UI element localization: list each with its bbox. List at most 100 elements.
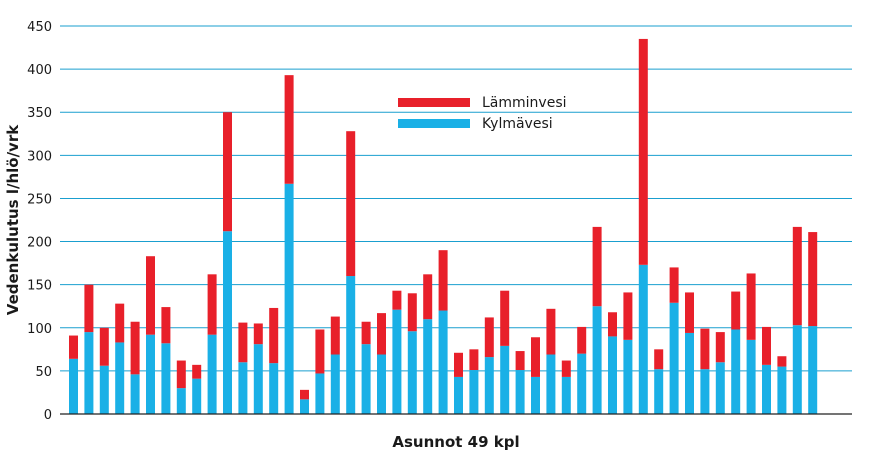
bar-kylmavesi (99, 365, 109, 414)
bar-lamminvesi (469, 349, 479, 371)
bar-kylmavesi (623, 339, 633, 414)
bar-kylmavesi (392, 309, 402, 414)
bar-lamminvesi (115, 303, 125, 343)
bar-lamminvesi (700, 328, 710, 370)
y-axis-ticks: 0 50 100 150 200 250 300 350 400 450 (27, 20, 52, 423)
bar-kylmavesi (592, 306, 602, 414)
bar-kylmavesi (469, 370, 479, 414)
bar-kylmavesi (638, 264, 648, 414)
bar-kylmavesi (269, 363, 279, 414)
bar-lamminvesi (515, 351, 525, 371)
bar-lamminvesi (377, 313, 386, 355)
bar-lamminvesi (223, 112, 232, 232)
bar-lamminvesi (623, 292, 633, 340)
bar-lamminvesi (284, 75, 294, 184)
bar-lamminvesi (346, 131, 356, 277)
bar-kylmavesi (608, 336, 617, 414)
bar-kylmavesi (577, 353, 587, 414)
bar-kylmavesi (808, 326, 818, 414)
legend-label: Kylmävesi (482, 116, 553, 132)
bar-lamminvesi (592, 226, 602, 307)
bar-lamminvesi (69, 335, 78, 359)
bar-lamminvesi (777, 356, 787, 367)
bar-lamminvesi (715, 332, 725, 363)
bar-kylmavesi (546, 354, 556, 414)
bar-kylmavesi (176, 388, 186, 414)
bar-kylmavesi (746, 339, 756, 414)
bar-lamminvesi (561, 360, 571, 377)
bar-kylmavesi (777, 366, 787, 414)
bar-kylmavesi (700, 369, 710, 414)
bar-lamminvesi (253, 323, 263, 345)
bar-kylmavesi (69, 358, 78, 414)
bar-lamminvesi (669, 267, 679, 303)
bar-kylmavesi (438, 310, 448, 414)
bar-lamminvesi (99, 327, 109, 366)
bar-lamminvesi (746, 273, 756, 340)
bar-lamminvesi (361, 321, 371, 345)
bar-kylmavesi (130, 374, 140, 414)
bar-kylmavesi (685, 332, 694, 414)
bar-lamminvesi (577, 326, 587, 354)
bar-lamminvesi (161, 307, 171, 344)
legend-swatch (398, 119, 470, 128)
bar-kylmavesi (207, 334, 217, 414)
bar-kylmavesi (515, 370, 525, 414)
bar-lamminvesi (638, 38, 648, 265)
bar-kylmavesi (377, 354, 386, 414)
y-tick-label: 450 (27, 20, 52, 35)
bar-kylmavesi (531, 376, 540, 414)
bar-lamminvesi (731, 291, 741, 330)
y-tick-label: 300 (27, 149, 52, 164)
bar-lamminvesi (238, 322, 248, 363)
bar-lamminvesi (392, 290, 402, 310)
bar-kylmavesi (115, 342, 125, 414)
bar-lamminvesi (608, 312, 617, 337)
gridlines (60, 25, 852, 372)
y-tick-label: 100 (27, 322, 52, 337)
bar-lamminvesi (176, 360, 186, 389)
bar-lamminvesi (685, 292, 694, 333)
bar-kylmavesi (762, 364, 771, 414)
bar-kylmavesi (792, 325, 802, 414)
bar-lamminvesi (269, 307, 279, 364)
bar-kylmavesi (731, 329, 741, 414)
bar-lamminvesi (207, 274, 217, 335)
bar-lamminvesi (130, 321, 140, 375)
bar-kylmavesi (423, 319, 433, 414)
bar-kylmavesi (300, 399, 309, 414)
bars (69, 38, 818, 414)
bar-lamminvesi (546, 308, 556, 355)
bar-lamminvesi (192, 364, 202, 379)
bar-lamminvesi (315, 329, 325, 374)
y-tick-label: 400 (27, 63, 52, 78)
bar-lamminvesi (531, 337, 540, 377)
bar-kylmavesi (223, 231, 232, 414)
bar-lamminvesi (484, 317, 494, 358)
bar-lamminvesi (762, 326, 771, 365)
bar-kylmavesi (715, 362, 725, 414)
bar-kylmavesi (192, 378, 202, 414)
bar-kylmavesi (484, 357, 494, 414)
bar-lamminvesi (300, 389, 309, 400)
bar-kylmavesi (330, 354, 340, 414)
y-tick-label: 200 (27, 236, 52, 251)
bar-lamminvesi (407, 293, 417, 332)
y-tick-label: 350 (27, 106, 52, 121)
bar-lamminvesi (423, 274, 433, 320)
bar-kylmavesi (284, 183, 294, 414)
bar-lamminvesi (438, 250, 448, 311)
bar-lamminvesi (792, 226, 802, 326)
bar-lamminvesi (84, 284, 94, 333)
bar-kylmavesi (654, 369, 664, 414)
bar-lamminvesi (146, 256, 155, 335)
bar-kylmavesi (315, 373, 325, 414)
bar-kylmavesi (346, 276, 356, 414)
bar-kylmavesi (161, 343, 171, 414)
bar-lamminvesi (654, 349, 664, 370)
legend-label: Lämminvesi (482, 95, 567, 111)
bar-kylmavesi (146, 334, 155, 414)
y-axis-label: Vedenkulutus l/hlö/vrk (4, 124, 22, 315)
legend-swatch (398, 98, 470, 107)
